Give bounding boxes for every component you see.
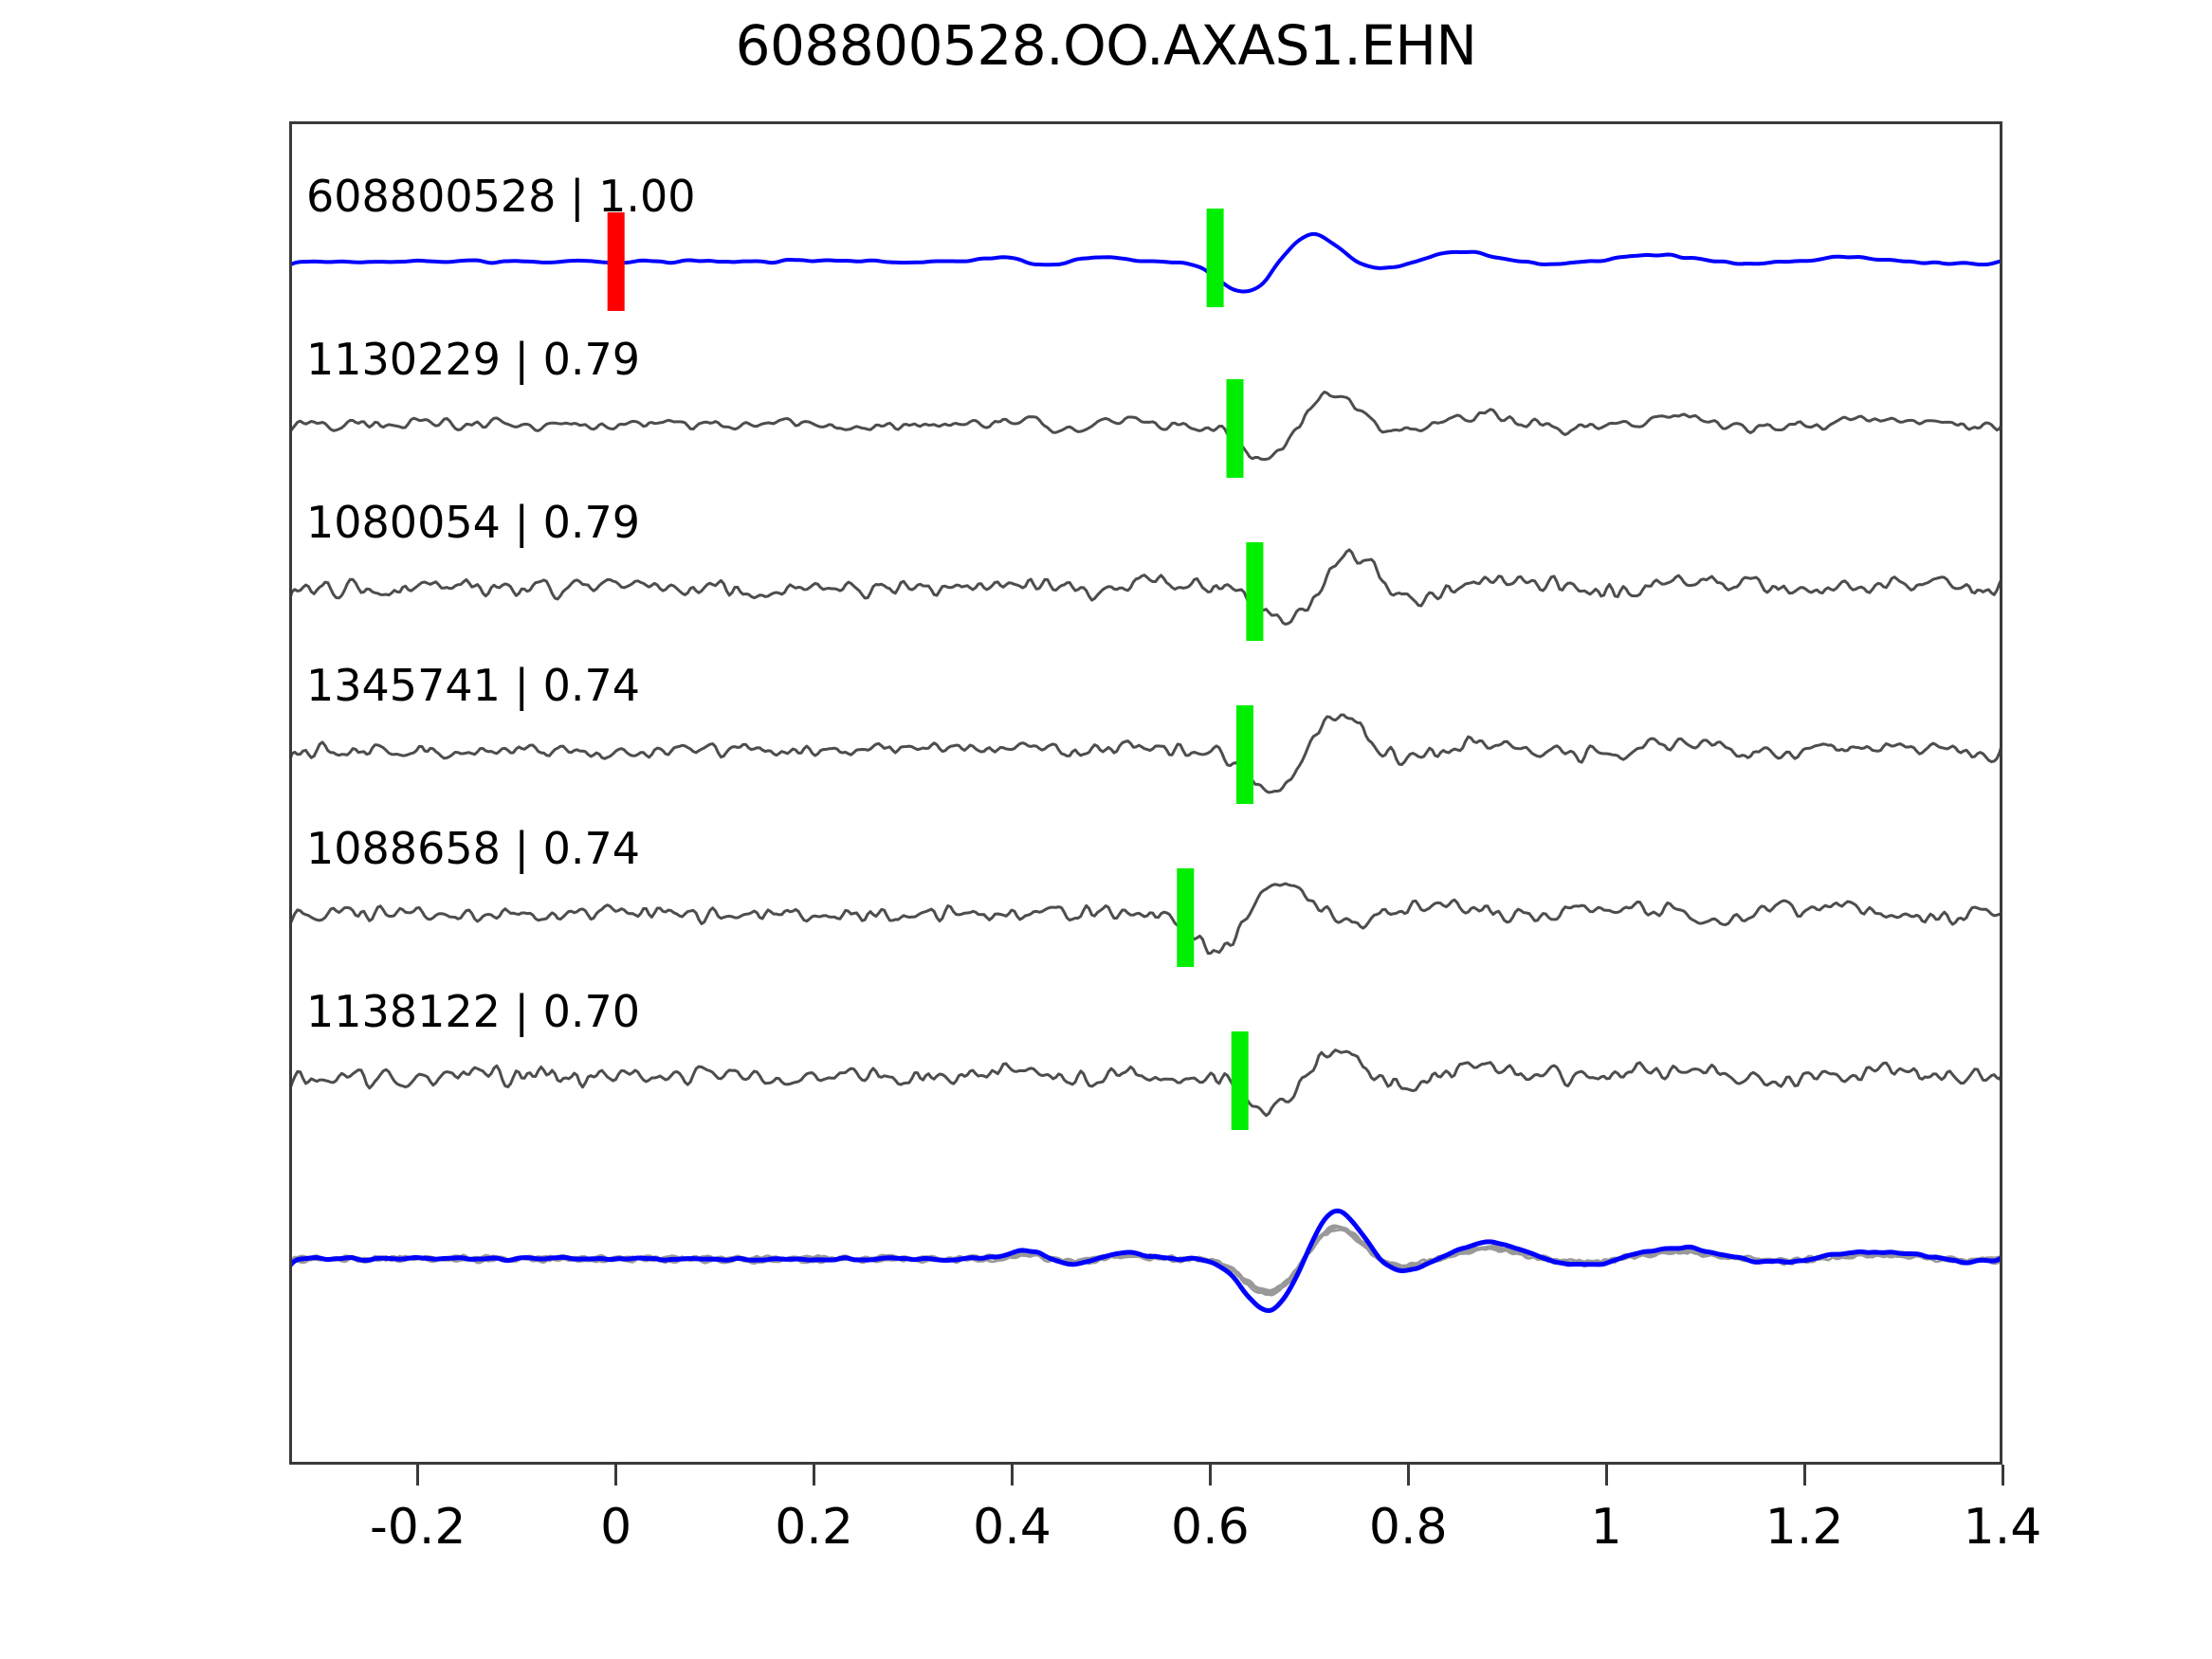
pick-time-marker-1345741 <box>1236 705 1253 804</box>
x-tick-mark <box>1406 1465 1410 1486</box>
x-tick-mark <box>1010 1465 1014 1486</box>
trace-label-1138122: 1138122 | 0.70 <box>306 986 641 1037</box>
stack-mean-trace <box>289 1208 2002 1314</box>
x-tick-label: 1.4 <box>1963 1499 2042 1556</box>
pick-time-marker-608800528 <box>1206 209 1224 307</box>
x-tick-mark <box>1802 1465 1806 1486</box>
x-tick-label: 0 <box>600 1499 632 1556</box>
waveform-trace-1080054 <box>289 548 2002 626</box>
waveform-trace-1088658 <box>289 882 2002 956</box>
pick-time-marker-1088658 <box>1177 868 1195 967</box>
trace-label-1080054: 1080054 | 0.79 <box>306 497 641 548</box>
pick-time-marker-1130229 <box>1226 379 1244 478</box>
x-tick-mark <box>416 1465 420 1486</box>
waveform-plot-area <box>289 121 2002 1465</box>
x-tick-mark <box>2001 1465 2004 1486</box>
x-tick-mark <box>1208 1465 1212 1486</box>
x-tick-label: -0.2 <box>370 1499 466 1556</box>
page-title: 608800528.OO.AXAS1.EHN <box>735 13 1477 78</box>
x-tick-mark <box>1604 1465 1608 1486</box>
x-axis: -0.2 0 0.2 0.4 0.6 0.8 1 1.2 1.4 <box>289 1465 2041 1578</box>
pick-time-marker-1080054 <box>1246 542 1264 641</box>
x-tick-label: 0.2 <box>775 1499 853 1556</box>
pick-time-marker-1138122 <box>1231 1031 1249 1130</box>
waveform-canvas <box>289 209 2002 1314</box>
waveform-trace-1130229 <box>289 390 2002 462</box>
x-tick-mark <box>813 1465 816 1486</box>
x-tick-mark <box>614 1465 618 1486</box>
x-tick-label: 0.8 <box>1368 1499 1448 1556</box>
waveform-trace-1345741 <box>289 713 2002 794</box>
trace-label-1345741: 1345741 | 0.74 <box>306 660 641 711</box>
trace-label-1088658: 1088658 | 0.74 <box>306 823 641 874</box>
x-tick-label: 1 <box>1590 1499 1622 1556</box>
x-tick-label: 1.2 <box>1764 1499 1844 1556</box>
waveform-trace-1138122 <box>289 1048 2002 1118</box>
x-tick-label: 0.4 <box>973 1499 1051 1556</box>
waveform-trace-608800528 <box>289 231 2002 294</box>
trace-label-608800528: 608800528 | 1.00 <box>306 171 696 222</box>
x-tick-label: 0.6 <box>1171 1499 1250 1556</box>
trace-label-1130229: 1130229 | 0.79 <box>306 334 641 385</box>
origin-time-marker-608800528 <box>607 212 625 311</box>
